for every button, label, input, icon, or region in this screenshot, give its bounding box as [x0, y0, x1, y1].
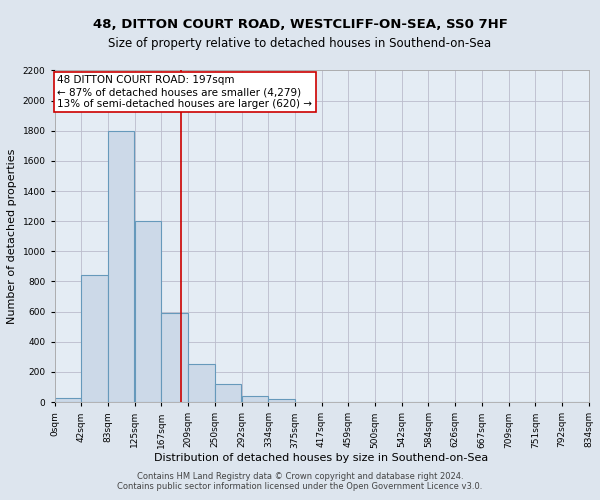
Y-axis label: Number of detached properties: Number of detached properties: [7, 148, 17, 324]
Bar: [188, 364, 215, 402]
Text: 48 DITTON COURT ROAD: 197sqm
← 87% of detached houses are smaller (4,279)
13% of: 48 DITTON COURT ROAD: 197sqm ← 87% of de…: [57, 76, 312, 108]
Text: 48, DITTON COURT ROAD, WESTCLIFF-ON-SEA, SS0 7HF: 48, DITTON COURT ROAD, WESTCLIFF-ON-SEA,…: [92, 18, 508, 30]
Bar: [107, 130, 134, 402]
Bar: [55, 398, 81, 402]
Text: Contains HM Land Registry data © Crown copyright and database right 2024.: Contains HM Land Registry data © Crown c…: [137, 472, 463, 481]
Bar: [215, 384, 241, 402]
Bar: [161, 313, 188, 402]
Text: Contains public sector information licensed under the Open Government Licence v3: Contains public sector information licen…: [118, 482, 482, 491]
Text: Size of property relative to detached houses in Southend-on-Sea: Size of property relative to detached ho…: [109, 38, 491, 51]
Bar: [242, 396, 268, 402]
Bar: [268, 399, 295, 402]
Bar: [134, 221, 161, 402]
Bar: [82, 276, 107, 402]
X-axis label: Distribution of detached houses by size in Southend-on-Sea: Distribution of detached houses by size …: [154, 453, 488, 463]
